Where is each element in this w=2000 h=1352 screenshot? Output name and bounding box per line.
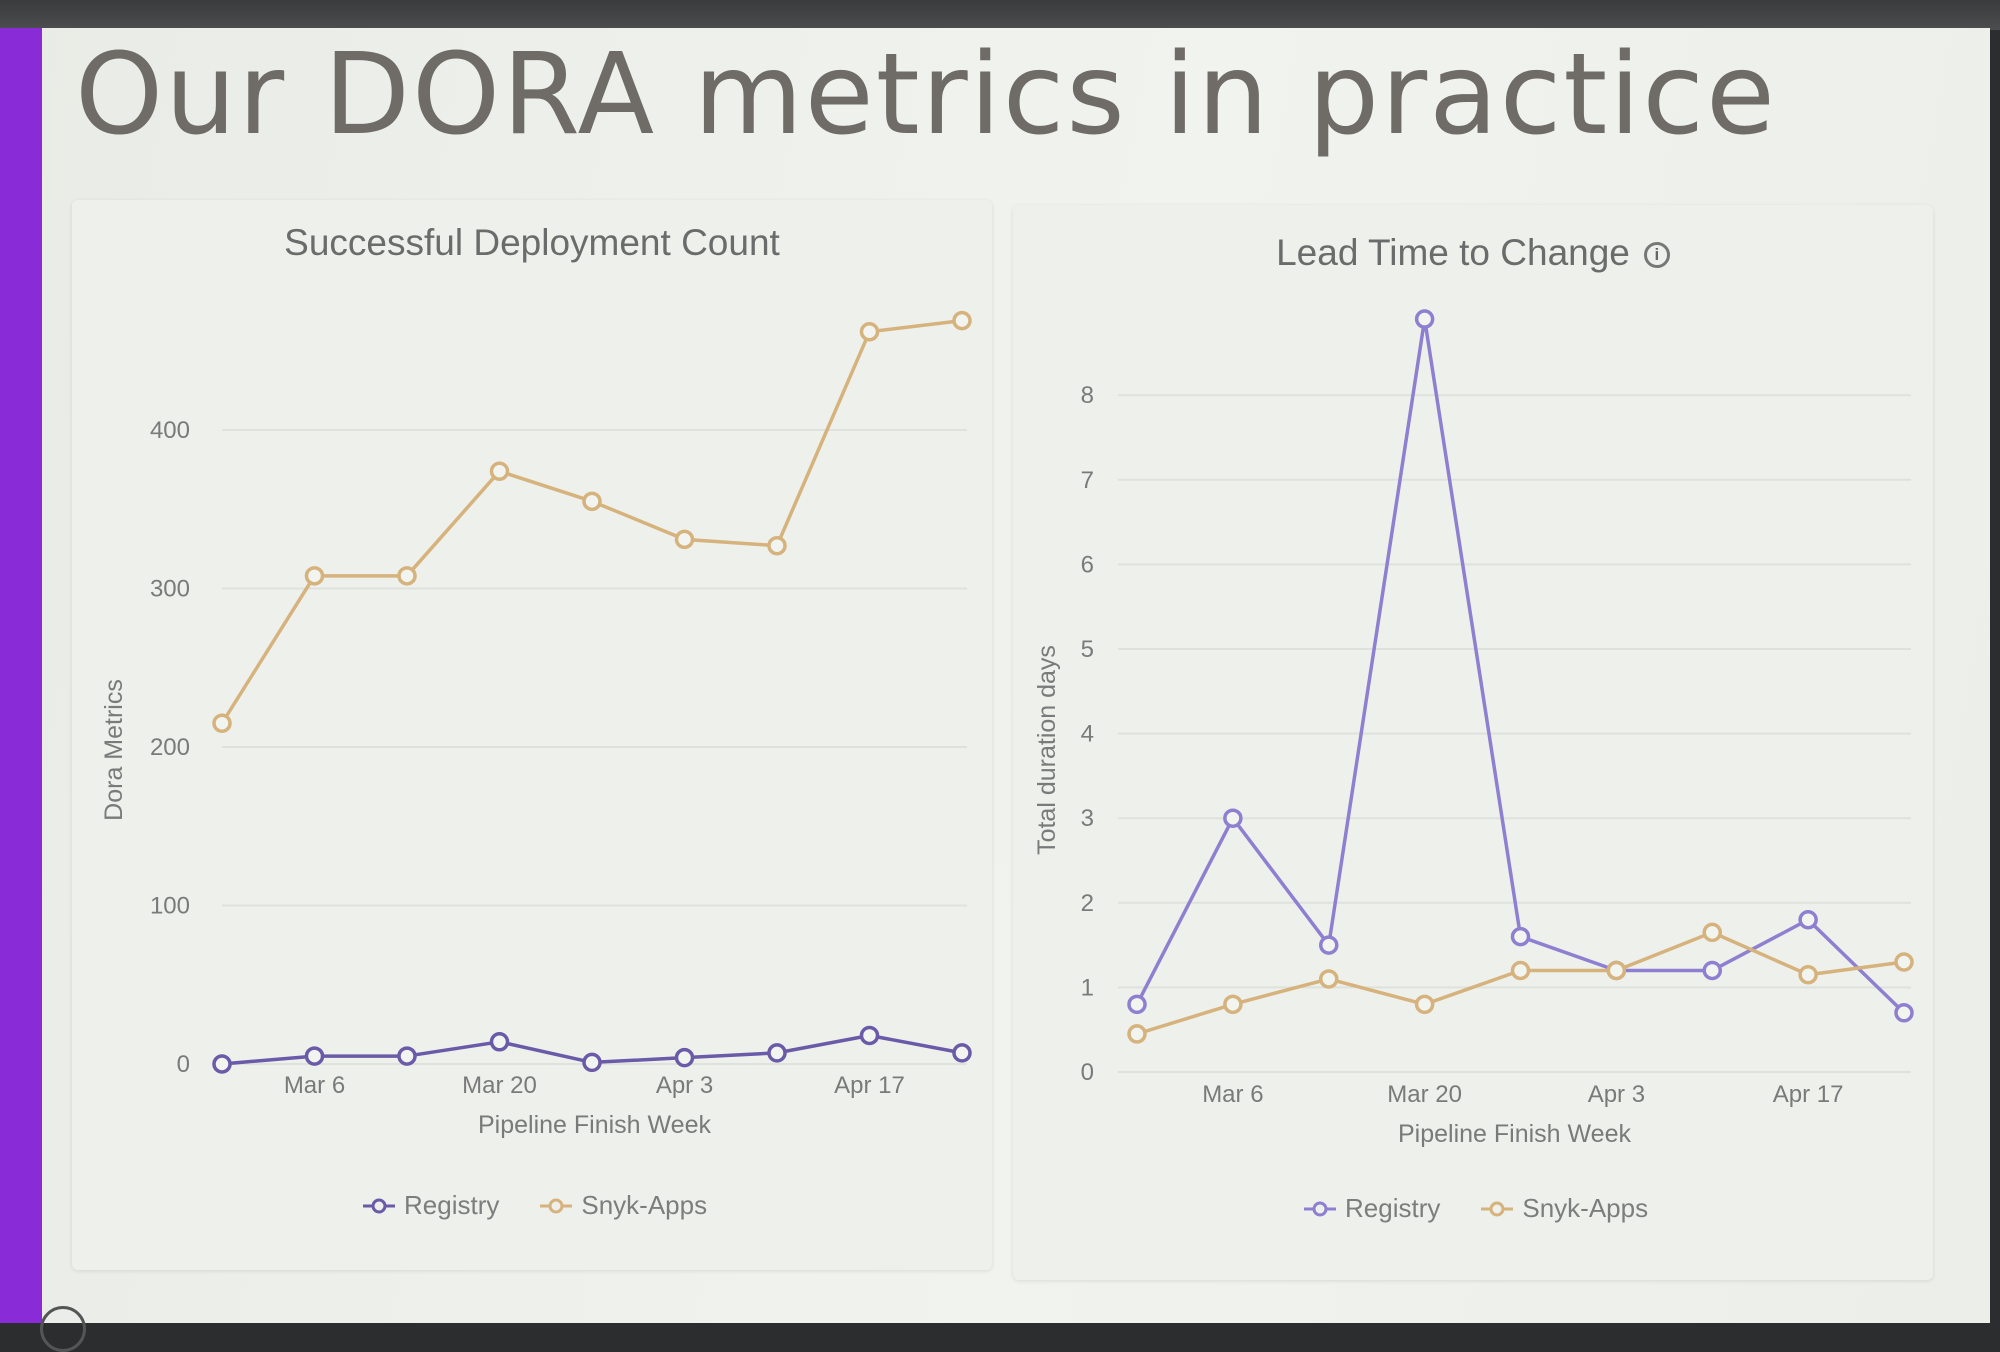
y-tick-label: 8 [1081, 382, 1094, 409]
x-tick-label: Mar 20 [1387, 1081, 1462, 1108]
legend-marker-icon [540, 1198, 573, 1213]
data-point-snyk-apps[interactable] [489, 461, 510, 481]
slide-accent-bar [0, 28, 42, 1323]
data-point-registry[interactable] [304, 1046, 325, 1066]
data-point-registry[interactable] [859, 1025, 880, 1046]
y-tick-label: 6 [1081, 551, 1094, 578]
data-point-registry[interactable] [1319, 935, 1339, 955]
chart-title: Lead Time to Change [1276, 232, 1630, 273]
data-point-snyk-apps[interactable] [1414, 994, 1435, 1015]
info-icon[interactable]: i [1643, 242, 1670, 269]
lead-time-chart: 0 1 2 3 4 5 6 7 8 Mar 6 Mar 20 Apr 3 Apr 17 Pipeline … [1033, 309, 1914, 1148]
data-point-registry[interactable] [1127, 994, 1147, 1015]
data-point-snyk-apps[interactable] [1319, 969, 1339, 989]
data-point-snyk-apps[interactable] [304, 566, 325, 586]
data-point-registry[interactable] [1223, 808, 1243, 828]
data-point-snyk-apps[interactable] [1702, 922, 1722, 943]
y-tick-label: 7 [1081, 467, 1094, 494]
deployment-count-card: Successful Deployment Count 0 100 200 300 40… [72, 200, 992, 1270]
y-tick-label: 0 [177, 1051, 190, 1078]
data-point-snyk-apps[interactable] [1510, 960, 1531, 981]
legend-marker-icon [363, 1198, 395, 1213]
x-tick-label: Apr 17 [834, 1072, 905, 1099]
projector-top-edge [0, 0, 2000, 30]
data-point-registry[interactable] [1798, 909, 1818, 930]
legend-marker-icon [1481, 1201, 1514, 1216]
data-point-registry[interactable] [489, 1032, 510, 1052]
y-axis-title: Dora Metrics [100, 679, 128, 821]
x-axis-title: Pipeline Finish Week [1398, 1120, 1631, 1148]
y-tick-label: 5 [1081, 636, 1094, 663]
legend-label: Snyk-Apps [1522, 1193, 1649, 1223]
chart-title-row: Lead Time to Change i [1013, 232, 1933, 274]
y-tick-label: 200 [150, 734, 190, 761]
data-point-snyk-apps[interactable] [1606, 960, 1627, 981]
legend-item-snyk-apps[interactable]: Snyk-Apps [539, 1190, 707, 1221]
data-point-registry[interactable] [1894, 1003, 1914, 1023]
legend-item-registry[interactable]: Registry [362, 1190, 499, 1221]
y-tick-label: 0 [1081, 1059, 1094, 1086]
data-point-snyk-apps[interactable] [397, 566, 417, 586]
data-point-snyk-apps[interactable] [952, 310, 972, 331]
y-axis-title: Total duration days [1033, 645, 1061, 855]
data-point-snyk-apps[interactable] [212, 713, 232, 733]
y-tick-label: 2 [1081, 890, 1094, 917]
chart-legend: Registry Snyk-Apps [1303, 1193, 1648, 1224]
data-point-registry[interactable] [1510, 926, 1531, 947]
chart-title: Successful Deployment Count [284, 222, 780, 263]
x-axis-title: Pipeline Finish Week [478, 1111, 711, 1139]
legend-label: Registry [1345, 1193, 1441, 1223]
x-tick-label: Apr 3 [656, 1072, 713, 1099]
slide-title: Our DORA metrics in practice [75, 30, 1777, 160]
lead-time-card: Lead Time to Change i 0 1 2 3 4 5 6 7 8 Mar 6 Mar 2… [1013, 205, 1933, 1280]
data-point-registry[interactable] [952, 1043, 972, 1063]
legend-marker-icon [1304, 1201, 1336, 1216]
data-point-snyk-apps[interactable] [859, 321, 880, 342]
data-point-snyk-apps[interactable] [582, 491, 602, 512]
x-tick-label: Mar 20 [462, 1072, 537, 1099]
data-point-registry[interactable] [1702, 960, 1722, 981]
y-tick-label: 1 [1081, 974, 1094, 1001]
data-point-snyk-apps[interactable] [674, 529, 695, 550]
y-tick-label: 300 [150, 576, 190, 603]
x-tick-label: Apr 17 [1773, 1081, 1844, 1108]
data-point-registry[interactable] [767, 1043, 787, 1063]
data-point-snyk-apps[interactable] [1223, 994, 1243, 1015]
data-point-registry[interactable] [582, 1052, 602, 1073]
chart-legend: Registry Snyk-Apps [362, 1190, 707, 1221]
legend-item-snyk-apps[interactable]: Snyk-Apps [1480, 1193, 1648, 1224]
data-point-registry[interactable] [397, 1046, 417, 1066]
data-point-registry[interactable] [212, 1054, 232, 1074]
data-point-registry[interactable] [1414, 309, 1435, 329]
data-point-snyk-apps[interactable] [1798, 964, 1818, 985]
x-tick-label: Apr 3 [1588, 1081, 1645, 1108]
data-point-snyk-apps[interactable] [767, 535, 787, 556]
series-line-snyk-apps [1136, 930, 1905, 1036]
legend-item-registry[interactable]: Registry [1303, 1193, 1440, 1224]
y-tick-label: 100 [150, 893, 190, 920]
y-tick-label: 4 [1081, 721, 1094, 748]
deployment-count-chart: 0 100 200 300 400 Mar 6 Mar 20 Apr 3 Apr 17 Pipel… [100, 310, 972, 1139]
x-tick-label: Mar 6 [284, 1072, 345, 1099]
data-point-registry[interactable] [674, 1047, 695, 1068]
legend-label: Snyk-Apps [581, 1190, 708, 1220]
slide-corner-mark [40, 1306, 86, 1352]
data-point-snyk-apps[interactable] [1894, 952, 1914, 972]
y-tick-label: 3 [1081, 805, 1094, 832]
data-point-snyk-apps[interactable] [1127, 1024, 1147, 1044]
x-tick-label: Mar 6 [1202, 1081, 1263, 1108]
y-tick-label: 400 [150, 417, 190, 444]
series-line-registry [1135, 317, 1906, 1015]
legend-label: Registry [404, 1190, 500, 1220]
series-line-snyk-apps [220, 318, 963, 725]
